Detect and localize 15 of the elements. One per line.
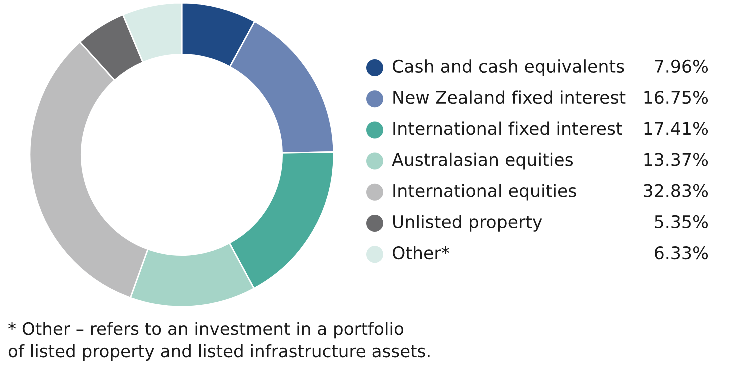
legend-label: New Zealand fixed interest: [394, 90, 626, 104]
data-label: 17.41%: [644, 122, 708, 136]
data-label: 6.33%: [655, 246, 708, 260]
text: * Other – refers to an investment in a portfolio of listed property and listed infrastructure assets.: [8, 322, 430, 361]
data-label: 13.37%: [644, 153, 708, 166]
legend-label: Unlisted property: [394, 215, 542, 232]
data-label: 16.75%: [644, 91, 708, 104]
data-label: 32.83%: [644, 184, 708, 198]
data-label: 5.35%: [655, 215, 708, 229]
legend-label: Other*: [392, 246, 450, 260]
legend-label: Cash and cash equivalents: [392, 60, 624, 76]
data-label: 7.96%: [655, 60, 708, 74]
legend-label: Australasian equities: [392, 152, 574, 170]
legend-label: International equities: [394, 184, 576, 201]
legend-label: International fixed interest: [394, 122, 622, 136]
